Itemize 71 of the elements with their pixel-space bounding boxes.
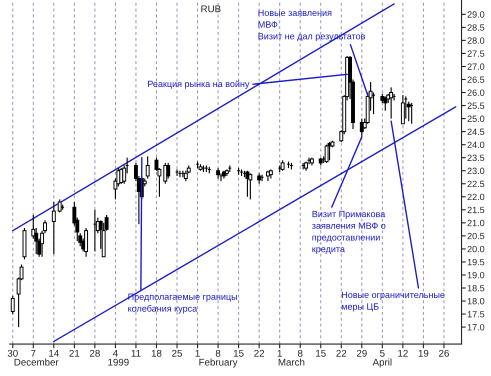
x-tick-label: 11: [132, 350, 141, 357]
y-tick-label: 29.0: [468, 11, 484, 18]
x-tick-label: 12: [398, 350, 408, 357]
annotation: Реакция рынка на войну: [148, 80, 250, 89]
y-tick-label: 25.5: [468, 102, 484, 109]
y-tick-label: 21.5: [468, 206, 484, 214]
x2-tick-label: April: [372, 358, 392, 368]
candlestick: [268, 168, 273, 180]
candlestick: [324, 144, 329, 164]
annotation: Визит Примакова заявления МВФ о предоставлении кредита: [312, 210, 386, 254]
y-tick-label: 20.0: [468, 246, 484, 252]
x-tick-label: 5: [380, 350, 385, 357]
x-tick-label: 21: [69, 350, 80, 357]
x2-tick-label: 1999: [108, 358, 129, 366]
y-tick-label: 17.0: [468, 324, 484, 330]
y-tick-label: 22.0: [468, 194, 484, 200]
y-tick-label: 18.0: [468, 298, 484, 304]
x-tick-label: 28: [90, 350, 100, 357]
x-tick-label: 26: [439, 350, 449, 357]
chart-title: RUB: [201, 6, 221, 12]
candlestick: [84, 228, 88, 258]
candlestick: [389, 86, 394, 120]
x-tick-label: 1: [196, 350, 200, 357]
y-tick-label: 19.5: [468, 258, 484, 266]
x-tick-label: 8: [298, 350, 302, 357]
x-tick-label: 25: [172, 350, 182, 357]
x-tick-label: 19: [418, 350, 428, 357]
y-tick-label: 18.5: [468, 284, 484, 292]
candlestick: [266, 170, 270, 182]
y-tick-label: 26.0: [468, 89, 484, 96]
x-tick-label: 8: [216, 350, 220, 357]
candlestick: [146, 156, 150, 180]
y-tick-label: 28.5: [468, 24, 484, 31]
y-tick-label: 22.5: [468, 180, 484, 188]
x-tick-label: 30: [8, 350, 18, 357]
candlestick: [257, 172, 262, 184]
x-tick-label: 14: [49, 350, 59, 357]
x2-tick-label: February: [199, 358, 238, 368]
y-tick-label: 27.0: [468, 63, 484, 70]
y-tick-label: 26.5: [468, 76, 484, 83]
x-tick-label: 4: [112, 350, 118, 357]
y-tick-label: 25.0: [468, 116, 484, 122]
y-tick-label: 23.0: [468, 168, 484, 174]
y-tick-label: 27.5: [468, 50, 484, 57]
candlestick: [280, 160, 285, 172]
x-tick-label: 1: [278, 350, 282, 357]
x-tick-label: 18: [152, 350, 162, 357]
x-tick-label: 29: [356, 350, 367, 357]
x-tick-label: 22: [336, 350, 346, 357]
y-tick-label: 21.0: [468, 220, 484, 226]
candlestick: [400, 94, 405, 124]
y-tick-label: 28.0: [468, 37, 484, 44]
x2-tick-label: December: [14, 358, 58, 366]
candlestick: [248, 172, 252, 200]
x-tick-label: 15: [316, 350, 326, 357]
y-tick-label: 24.0: [468, 142, 484, 148]
candlestick: [304, 161, 308, 172]
y-tick-label: 23.5: [468, 154, 484, 162]
annotation: Предполагаемые границы колебания курса: [128, 294, 237, 314]
y-tick-label: 20.5: [468, 232, 484, 240]
candlestick: [166, 162, 170, 180]
x-tick-label: 15: [234, 350, 244, 357]
y-tick-label: 19.0: [468, 272, 484, 278]
candlestick: [216, 168, 220, 180]
annotation: Новые ограничительные меры ЦБ: [342, 292, 445, 312]
x2-tick-label: March: [278, 358, 304, 366]
y-tick-label: 17.5: [468, 311, 484, 318]
candlestick: [10, 295, 15, 315]
y-tick-label: 24.5: [468, 128, 484, 135]
x-tick-label: 22: [254, 350, 264, 357]
x-tick-label: 7: [31, 350, 36, 357]
